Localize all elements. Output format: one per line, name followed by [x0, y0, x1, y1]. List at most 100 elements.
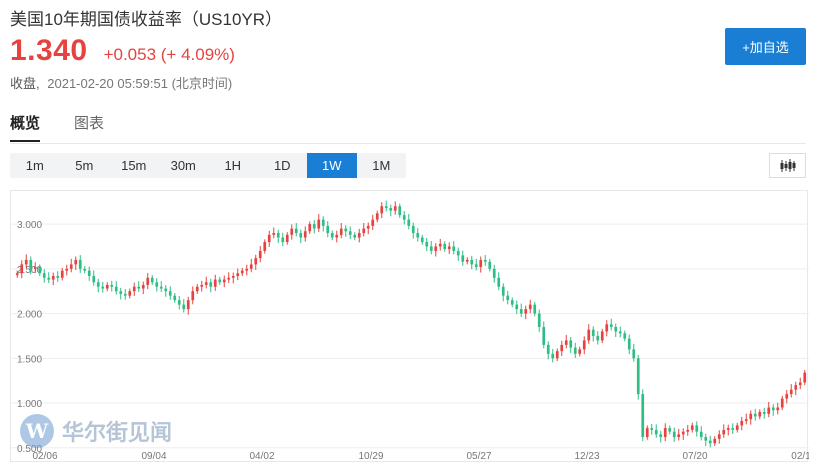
chart-area[interactable]: 3.000 2.500 2.000 1.500 1.000 0.500 02/06 09/04… [10, 190, 809, 463]
y-tick-label: 1.000 [17, 399, 42, 410]
candle-body [434, 246, 438, 251]
period-1h[interactable]: 1H [224, 158, 242, 173]
candle-body [803, 372, 807, 383]
candle-body [632, 349, 636, 359]
period-1w[interactable]: 1W [307, 153, 357, 178]
x-tick-label: 04/02 [249, 451, 274, 462]
candle-body [254, 258, 258, 265]
watermark-logo: W [20, 414, 54, 448]
candlestick-icon [780, 158, 795, 172]
candle-body [344, 228, 348, 232]
candle-body [524, 309, 528, 314]
candle-body [398, 206, 402, 216]
period-1m[interactable]: 1m [25, 158, 44, 173]
candle-body [20, 264, 24, 274]
candle-body [15, 273, 19, 276]
candle-body [258, 250, 262, 259]
candle-body [474, 264, 478, 268]
candle-body [510, 300, 514, 305]
candle-body [749, 413, 753, 420]
candle-body [402, 215, 406, 220]
candle-body [240, 270, 244, 274]
candle-body [623, 333, 627, 339]
candle-body [191, 291, 195, 301]
candle-body [722, 429, 726, 435]
candle-body [587, 329, 591, 341]
candle-body [686, 429, 690, 432]
period-1d[interactable]: 1D [273, 158, 291, 173]
period-5m[interactable]: 5m [75, 158, 94, 173]
candle-body [717, 434, 721, 439]
candle-body [393, 206, 397, 211]
candle-body [204, 282, 208, 285]
candle-body [362, 228, 366, 234]
candle-body [560, 344, 564, 352]
tab-chart[interactable]: 图表 [74, 115, 105, 132]
candle-body [285, 234, 289, 242]
x-tick-label: 09/04 [141, 451, 166, 462]
candle-body [515, 304, 519, 310]
candle-body [753, 413, 757, 417]
candle-body [33, 267, 37, 269]
candle-body [780, 398, 784, 408]
candle-body [24, 259, 28, 265]
candle-body [267, 234, 271, 242]
candle-body [551, 353, 555, 359]
candle-body [470, 259, 474, 265]
candle-body [348, 231, 352, 235]
candle-body [641, 394, 645, 438]
candle-body [47, 277, 51, 280]
candle-body [272, 233, 276, 235]
candle-body [236, 273, 240, 276]
candle-body [182, 304, 186, 310]
candle-body [438, 243, 442, 247]
candle-body [231, 276, 235, 278]
candle-body [384, 206, 388, 208]
candle-body [771, 407, 775, 411]
candle-body [69, 264, 73, 269]
candle-body [335, 234, 339, 238]
candle-body [735, 425, 739, 430]
candle-body [51, 276, 55, 280]
period-1mo[interactable]: 1M [372, 158, 391, 173]
candle-body [506, 295, 510, 301]
period-30m[interactable]: 30m [170, 158, 196, 173]
candle-body [186, 300, 190, 310]
candle-body [677, 434, 681, 438]
candle-body [87, 270, 91, 276]
candle-body [609, 324, 613, 327]
x-tick-label: 10/29 [358, 451, 383, 462]
candle-body [137, 286, 141, 289]
candle-body [447, 246, 451, 250]
candle-body [663, 428, 667, 438]
candle-body [168, 291, 172, 296]
candle-body [74, 259, 78, 265]
tab-overview[interactable]: 概览 [10, 112, 41, 142]
add-watchlist-button[interactable]: +加自选 [725, 28, 806, 65]
page-title: 美国10年期国债收益率（US10YR） [10, 10, 283, 29]
candle-body [443, 243, 447, 250]
candle-body [60, 270, 64, 278]
candle-body [668, 428, 672, 432]
candle-body [798, 382, 802, 386]
close-time: 2021-02-20 05:59:51 (北京时间) [47, 76, 233, 91]
candle-body [776, 407, 780, 411]
candle-body [65, 268, 69, 271]
chart-type-button[interactable] [769, 153, 806, 178]
candle-body [317, 219, 321, 229]
candle-body [132, 286, 136, 292]
watermark: W 华尔街见闻 [20, 414, 172, 448]
candle-body [488, 261, 492, 269]
candle-body [105, 284, 109, 289]
candle-body [245, 268, 249, 271]
candle-body [218, 279, 222, 283]
x-tick-label: 07/20 [682, 451, 707, 462]
candle-body [519, 309, 523, 314]
candle-body [209, 282, 213, 287]
candle-body [785, 394, 789, 399]
candle-body [492, 268, 496, 278]
candle-body [276, 233, 280, 238]
candle-body [281, 237, 285, 242]
period-15m[interactable]: 15m [121, 158, 147, 173]
